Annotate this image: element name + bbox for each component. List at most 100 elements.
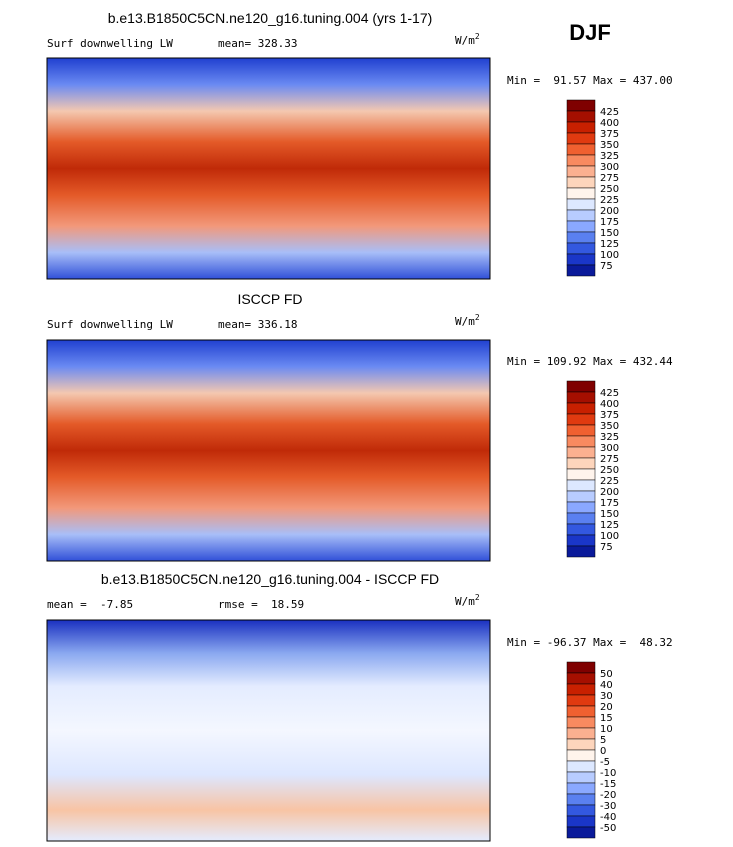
colorbar-label: 350 [600,140,619,151]
colorbar-label: 200 [600,487,619,498]
colorbar-label: 225 [600,195,619,206]
colorbar-label: 300 [600,443,619,454]
colorbar-swatch [566,771,596,784]
colorbar-swatch [566,694,596,707]
colorbar-label: 225 [600,476,619,487]
colorbar-label: 40 [600,680,613,691]
colorbar-swatch [566,545,596,558]
colorbar-swatch [566,705,596,718]
units-sup: 2 [475,313,480,322]
colorbar-swatch [566,380,596,393]
colorbar-swatch [566,435,596,448]
colorbar-label: 15 [600,713,613,724]
colorbar-label: 325 [600,432,619,443]
colorbar-swatch [566,165,596,178]
colorbar-swatch [566,402,596,415]
min-max: Min = 91.57 Max = 437.00 [507,74,673,87]
colorbar-label: -50 [600,823,616,834]
colorbar-label: -30 [600,801,616,812]
units: W/m2 [455,593,480,608]
panel-title: b.e13.B1850C5CN.ne120_g16.tuning.004 (yr… [108,10,433,26]
colorbar-swatch [566,672,596,685]
colorbar-label: 0 [600,746,606,757]
colorbar-swatch [566,187,596,200]
colorbar-label: -40 [600,812,616,823]
units: W/m2 [455,32,480,47]
colorbar-swatch [566,176,596,189]
colorbar-label: 150 [600,509,619,520]
panel-title: b.e13.B1850C5CN.ne120_g16.tuning.004 - I… [101,571,439,587]
stat-label: mean= 328.33 [218,37,297,50]
colorbar-swatch [566,749,596,762]
colorbar-swatch [566,424,596,437]
colorbar-swatch [566,99,596,112]
colorbar-label: 375 [600,410,619,421]
colorbar-swatch [566,501,596,514]
left-label: Surf downwelling LW [47,318,173,331]
colorbar-swatch [566,793,596,806]
colorbar-swatch [566,716,596,729]
colorbar-swatch [566,826,596,839]
colorbar-label: 100 [600,531,619,542]
colorbar-label: 325 [600,151,619,162]
panel-title: ISCCP FD [237,291,302,307]
colorbar-label: 425 [600,388,619,399]
colorbar-swatch [566,132,596,145]
colorbar-label: 175 [600,217,619,228]
colorbar-label: 275 [600,173,619,184]
colorbar-swatch [566,209,596,222]
colorbar-swatch [566,220,596,233]
units-base: W/m [455,315,475,328]
colorbar-label: 425 [600,107,619,118]
left-label: Surf downwelling LW [47,37,173,50]
colorbar-swatch [566,143,596,156]
units-base: W/m [455,595,475,608]
colorbar-swatch [566,446,596,459]
colorbar-label: -15 [600,779,616,790]
colorbar-label: 125 [600,239,619,250]
colorbar-swatch [566,468,596,481]
colorbar-swatch [566,727,596,740]
colorbar-label: 275 [600,454,619,465]
colorbar-label: 30 [600,691,613,702]
colorbar-swatch [566,490,596,503]
colorbar-label: 400 [600,399,619,410]
colorbar-label: 200 [600,206,619,217]
colorbar-label: 5 [600,735,606,746]
colorbar-swatch [566,457,596,470]
colorbar-swatch [566,198,596,211]
colorbar-swatch [566,512,596,525]
colorbar-label: 300 [600,162,619,173]
left-label: mean = -7.85 [47,598,133,611]
colorbar-swatch [566,154,596,167]
colorbar-label: -10 [600,768,616,779]
colorbar-swatch [566,242,596,255]
colorbar-swatch [566,760,596,773]
map-field [46,57,491,280]
colorbar-swatch [566,804,596,817]
min-max: Min = -96.37 Max = 48.32 [507,636,673,649]
colorbar-swatch [566,391,596,404]
colorbar-label: 100 [600,250,619,261]
stat-label: mean= 336.18 [218,318,297,331]
min-max: Min = 109.92 Max = 432.44 [507,355,673,368]
colorbar-label: 250 [600,184,619,195]
units-base: W/m [455,34,475,47]
colorbar-label: 50 [600,669,613,680]
season-label: DJF [569,20,611,45]
colorbar-label: 175 [600,498,619,509]
colorbar-label: 150 [600,228,619,239]
colorbar-swatch [566,815,596,828]
colorbar-swatch [566,231,596,244]
colorbar-swatch [566,253,596,266]
colorbar-swatch [566,479,596,492]
colorbar-swatch [566,534,596,547]
units-sup: 2 [475,32,480,41]
colorbar-label: 350 [600,421,619,432]
units-sup: 2 [475,593,480,602]
colorbar-swatch [566,413,596,426]
colorbar-label: 75 [600,261,613,272]
colorbar-label: -20 [600,790,616,801]
